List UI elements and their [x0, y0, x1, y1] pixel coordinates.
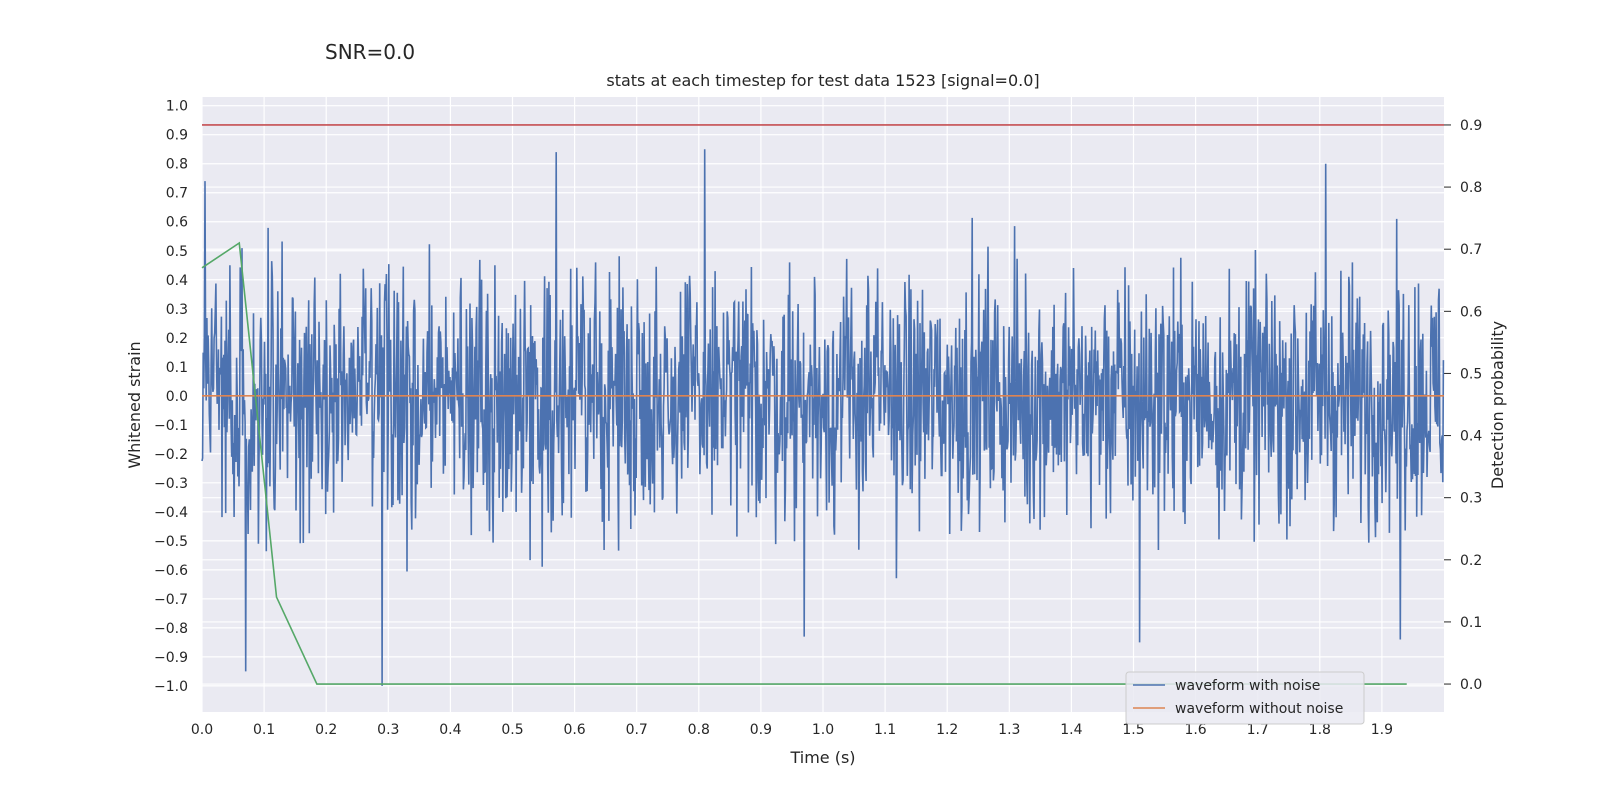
- y2-tick-label: 0.3: [1460, 491, 1482, 507]
- x-tick-label: 0.7: [626, 722, 648, 738]
- x-tick-label: 1.9: [1371, 722, 1393, 738]
- y-tick-label: −0.9: [154, 650, 188, 666]
- x-tick-label: 0.1: [253, 722, 275, 738]
- y-tick-label: −1.0: [154, 679, 188, 695]
- y2-axis-label: Detection probability: [1488, 321, 1507, 489]
- x-tick-label: 1.3: [998, 722, 1020, 738]
- y-tick-label: 0.6: [166, 215, 188, 231]
- x-tick-label: 0.5: [501, 722, 523, 738]
- y2-tick-label: 0.4: [1460, 429, 1482, 445]
- x-tick-label: 1.0: [812, 722, 834, 738]
- y-tick-label: −0.7: [154, 592, 188, 608]
- x-tick-label: 0.4: [439, 722, 461, 738]
- legend: waveform with noise waveform without noi…: [1126, 672, 1364, 724]
- x-tick-label: 0.9: [750, 722, 772, 738]
- y-tick-label: 0.9: [166, 128, 188, 144]
- x-tick-label: 0.8: [688, 722, 710, 738]
- y-tick-label: 1.0: [166, 99, 188, 115]
- y-tick-label: 0.2: [166, 331, 188, 347]
- y-tick-labels: 1.0 0.9 0.8 0.7 0.6 0.5 0.4 0.3 0.2 0.1 0.0 −0.1 −0.…: [154, 99, 188, 695]
- y-tick-label: 0.5: [166, 244, 188, 260]
- x-tick-label: 0.0: [191, 722, 213, 738]
- x-tick-label: 0.3: [377, 722, 399, 738]
- y-tick-label: 0.4: [166, 273, 188, 289]
- y-tick-label: −0.5: [154, 534, 188, 550]
- y-tick-label: 0.0: [166, 389, 188, 405]
- y-tick-label: −0.3: [154, 476, 188, 492]
- legend-label-clean: waveform without noise: [1175, 701, 1343, 717]
- legend-label-noisy: waveform with noise: [1175, 678, 1320, 694]
- x-tick-label: 1.4: [1060, 722, 1082, 738]
- y2-tick-label: 0.5: [1460, 366, 1482, 382]
- y-tick-label: 0.1: [166, 360, 188, 376]
- x-tick-label: 0.2: [315, 722, 337, 738]
- y2-tick-label: 0.2: [1460, 553, 1482, 569]
- x-tick-label: 0.6: [563, 722, 585, 738]
- y2-tick-label: 0.1: [1460, 615, 1482, 631]
- y2-tick-label: 0.8: [1460, 180, 1482, 196]
- y2-ticks: 0.9 0.8 0.7 0.6 0.5 0.4 0.3 0.2 0.1 0.0: [1444, 118, 1482, 693]
- y-tick-label: −0.6: [154, 563, 188, 579]
- y-tick-label: 0.8: [166, 157, 188, 173]
- y-tick-label: −0.8: [154, 621, 188, 637]
- y-tick-label: −0.1: [154, 418, 188, 434]
- y2-tick-label: 0.7: [1460, 242, 1482, 258]
- y-tick-label: −0.2: [154, 447, 188, 463]
- y-tick-label: 0.7: [166, 186, 188, 202]
- y2-tick-label: 0.0: [1460, 677, 1482, 693]
- x-tick-label: 1.1: [874, 722, 896, 738]
- y2-tick-label: 0.6: [1460, 304, 1482, 320]
- y-tick-label: 0.3: [166, 302, 188, 318]
- y-axis-label: Whitened strain: [125, 341, 144, 468]
- x-axis-label: Time (s): [789, 748, 855, 767]
- x-tick-label: 1.2: [936, 722, 958, 738]
- y-tick-label: −0.4: [154, 505, 188, 521]
- y2-tick-label: 0.9: [1460, 118, 1482, 134]
